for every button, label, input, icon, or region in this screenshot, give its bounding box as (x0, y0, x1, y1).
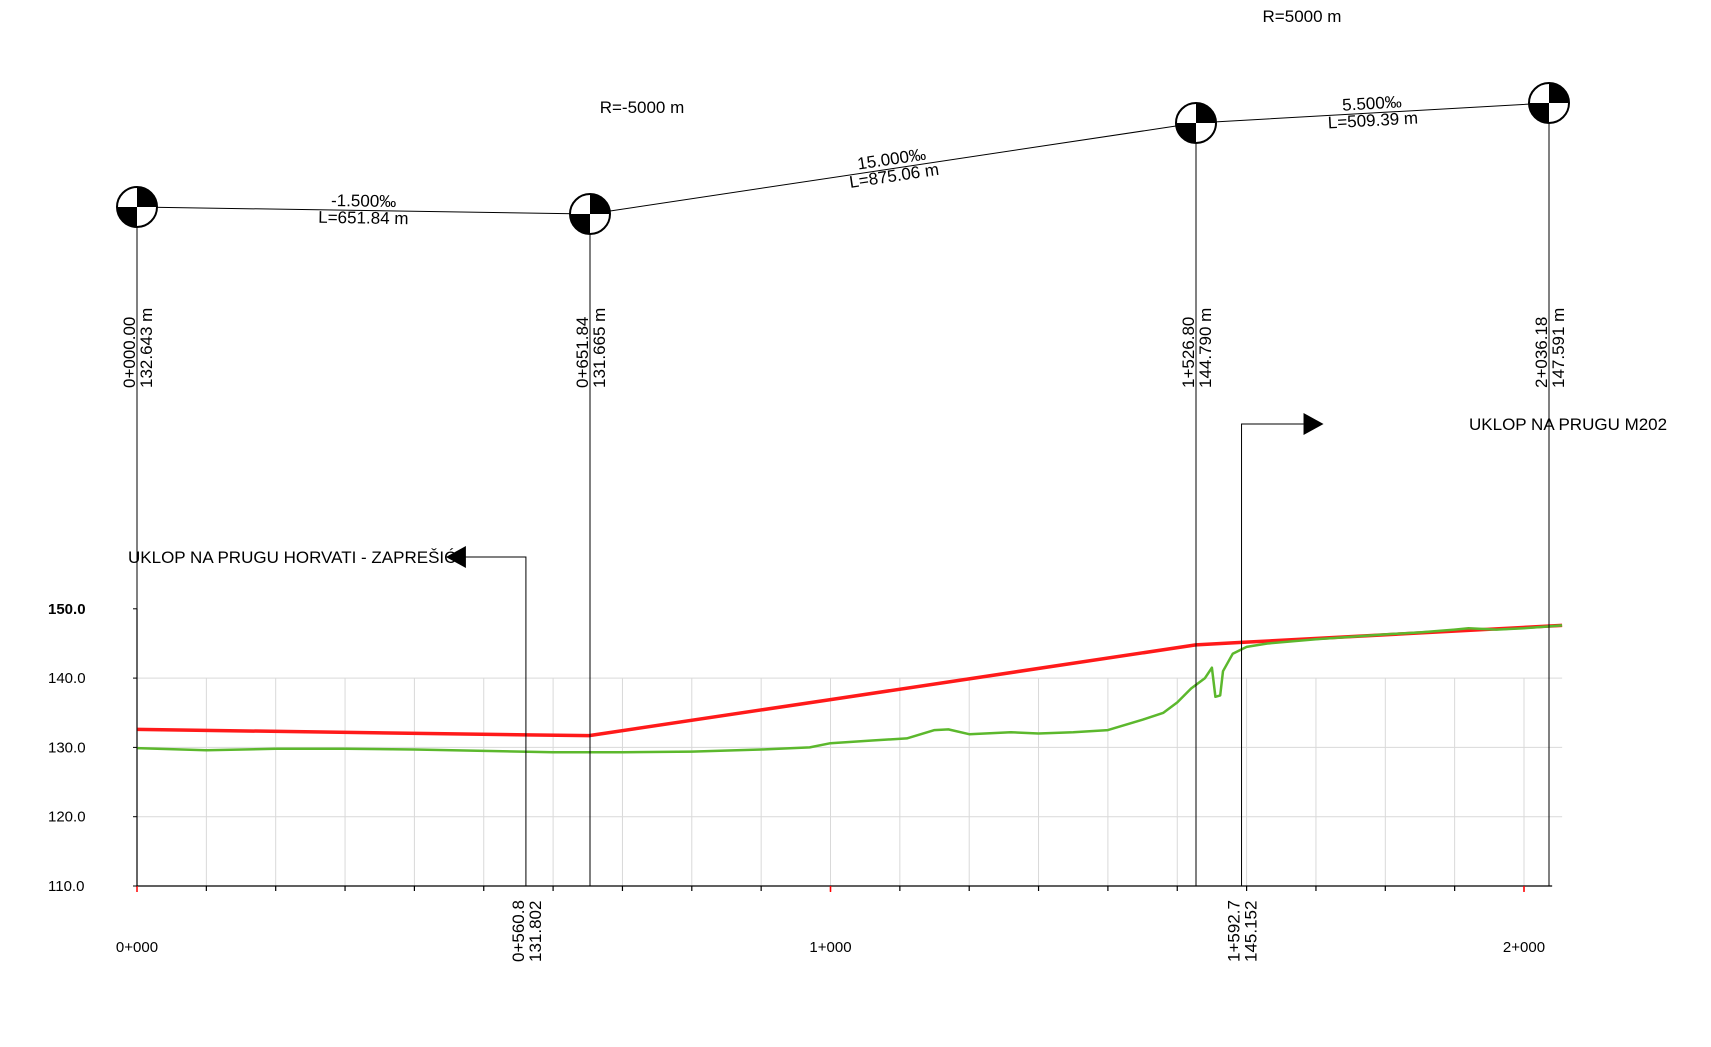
vertex-quadrant (117, 207, 137, 227)
series-layer (136, 623, 1563, 754)
annotation-leader-line (1241, 423, 1304, 886)
marker-station-label: 1+592.7 (1225, 900, 1244, 962)
vertex-marker-icon (1175, 102, 1217, 144)
grade-value: 5.500‰ (1342, 92, 1403, 114)
vertex-station-label: 0+000.00 (120, 317, 139, 388)
marker-elevation-label: 131.802 (526, 901, 545, 962)
grade-value: -1.500‰ (331, 191, 396, 211)
y-tick-label: 110.0 (48, 878, 84, 895)
grade-label-group: -1.500‰L=651.84 m (318, 191, 409, 228)
vertex-quadrant (137, 187, 157, 207)
grade-length: L=509.39 m (1327, 108, 1418, 132)
vertex-station-label: 0+651.84 (573, 317, 592, 388)
y-tick-label: 120.0 (48, 809, 86, 826)
vertex-quadrant (590, 194, 610, 214)
x-tick-label: 1+000 (809, 939, 851, 956)
grade-label-group: 5.500‰L=509.39 m (1327, 92, 1418, 132)
curve-radius-label: R=5000 m (1263, 7, 1342, 26)
grade-line (136, 102, 1550, 215)
vertex-elevation-label: 144.790 m (1196, 308, 1215, 388)
vertex-station-label: 1+526.80 (1179, 317, 1198, 388)
x-tick-label: 0+000 (116, 939, 158, 956)
curve-radius-label: R=-5000 m (600, 98, 685, 117)
y-tick-label: 130.0 (48, 739, 86, 756)
junction-label: UKLOP NA PRUGU M202 (1469, 415, 1667, 434)
arrow-right-icon (1303, 413, 1324, 435)
vertex-quadrant (570, 214, 590, 234)
vertex-elevation-label: 147.591 m (1549, 308, 1568, 388)
y-tick-label: 140.0 (48, 670, 86, 687)
arrow-left-icon (445, 546, 466, 568)
grid-layer (137, 677, 1563, 886)
vertex-quadrant (1549, 83, 1569, 103)
vertex-quadrant (1529, 103, 1549, 123)
annotation-leader-line (463, 556, 527, 886)
axes-layer: 0+000 1+000 2+000 110.0 120.0 130.0 140.0 150.0 (48, 601, 1553, 956)
vertex-marker-icon (116, 186, 158, 228)
series-line-1 (136, 624, 1563, 754)
marker-elevation-label: 145.152 (1242, 901, 1261, 962)
vertex-marker-icon (569, 193, 611, 235)
grade-length: L=651.84 m (318, 208, 409, 228)
series-line-0 (136, 623, 1563, 738)
vertex-station-label: 2+036.18 (1532, 317, 1551, 388)
y-tick-label: 150.0 (48, 601, 86, 618)
vertex-quadrant (1176, 123, 1196, 143)
marker-station-label: 0+560.8 (509, 900, 528, 962)
junction-label: UKLOP NA PRUGU HORVATI - ZAPREŠIĆ (128, 548, 456, 567)
vertex-quadrant (1196, 103, 1216, 123)
grade-label-group: 15.000‰L=875.06 m (848, 145, 940, 192)
vertex-elevation-label: 131.665 m (590, 308, 609, 388)
vertex-elevation-label: 132.643 m (137, 308, 156, 388)
x-tick-label: 2+000 (1503, 939, 1545, 956)
vertex-marker-icon (1528, 82, 1570, 124)
